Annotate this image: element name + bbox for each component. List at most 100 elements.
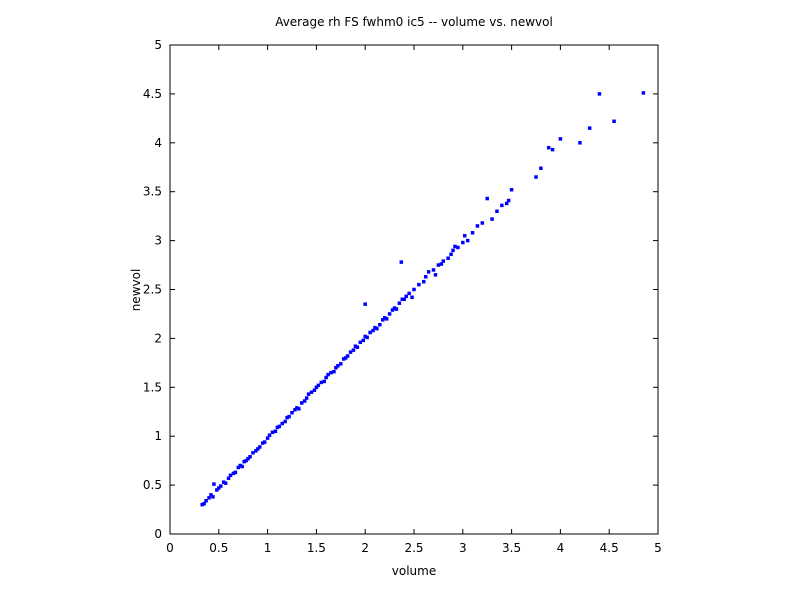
scatter-point [211,495,215,499]
scatter-point [365,335,369,340]
x-tick-label: 3 [459,541,467,555]
scatter-point [287,414,291,419]
scatter-point [371,328,375,333]
chart-title: Average rh FS fwhm0 ic5 -- volume vs. ne… [275,15,553,29]
scatter-point [258,445,262,449]
scatter-point [332,369,336,374]
scatter-point [231,471,236,476]
scatter-point [262,440,267,444]
scatter-point [219,484,223,488]
scatter-point [223,481,228,485]
scatter-point [248,454,252,459]
scatter-point [300,401,304,405]
scatter-point [283,419,287,424]
scatter-point [316,383,321,388]
scatter-point [302,399,307,403]
scatter-point [273,429,278,434]
scatter-point [426,270,431,274]
scatter-point [578,141,582,145]
scatter-point [236,465,241,470]
x-tick-label: 2 [361,541,369,555]
scatter-point [399,260,404,264]
scatter-point [306,392,311,396]
scatter-point [495,209,499,214]
scatter-point [319,380,324,385]
x-tick-label: 2.5 [404,541,423,555]
scatter-point [355,345,360,349]
scatter-point [295,406,299,410]
scatter-point [290,410,294,415]
scatter-point [326,372,330,377]
scatter-point [436,263,441,267]
scatter-point [233,470,238,475]
scatter-point [212,482,216,486]
scatter-point [375,326,379,331]
scatter-point [539,166,543,170]
scatter-point [329,370,333,375]
scatter-point [343,356,348,360]
scatter-point [392,306,397,310]
scatter-point [358,340,363,345]
scatter-point [336,364,340,368]
scatter-point [293,408,297,412]
scatter-point [550,147,555,152]
scatter-point [433,273,438,277]
scatter-point [260,441,265,445]
scatter-point [641,91,646,95]
x-tick-label: 4 [557,541,565,555]
scatter-point [378,322,382,327]
scatter-point [390,308,395,312]
scatter-point [265,436,270,440]
scatter-point [221,480,226,484]
scatter-point [368,330,372,335]
y-tick-label: 3 [154,234,162,248]
scatter-point [407,291,411,296]
scatter-point [587,126,592,130]
scatter-point [449,252,453,257]
scatter-point [381,318,385,322]
scatter-point [297,407,301,411]
scatter-point [431,268,436,272]
scatter-point [546,145,551,150]
scatter-point [397,301,402,305]
scatter-point [417,282,421,287]
y-axis-label: newvol [129,269,143,312]
y-tick-label: 4.5 [143,87,162,101]
scatter-point [387,312,392,316]
scatter-point [270,430,275,435]
scatter-point [277,424,282,429]
scatter-point [363,334,367,339]
scatter-point [353,344,358,348]
scatter-point [394,307,399,311]
scatter-point [238,463,243,468]
scatter-point [251,451,255,455]
scatter-point [254,449,258,453]
scatter-point [490,217,494,221]
scatter-point [322,379,326,384]
scatter-point [465,238,470,243]
scatter-point [348,350,353,354]
y-tick-label: 5 [154,38,162,52]
scatter-point [400,297,405,302]
scatter-point [504,201,509,206]
scatter-point [256,447,260,451]
scatter-point [226,476,231,481]
y-tick-label: 2.5 [143,283,162,297]
scatter-point [410,295,414,300]
x-tick-label: 1 [264,541,272,555]
scatter-point [597,92,602,96]
scatter-point [339,362,343,366]
x-tick-label: 4.5 [600,541,619,555]
scatter-point [312,388,317,392]
scatter-point [480,221,485,225]
scatter-point [558,137,563,141]
scatter-point [280,421,284,426]
scatter-point [446,256,450,260]
scatter-point [244,458,248,463]
scatter-point [351,348,356,352]
scatter-point [275,425,280,430]
scatter-point [200,502,204,507]
scatter-point [451,248,455,253]
scatter-point [204,498,208,503]
